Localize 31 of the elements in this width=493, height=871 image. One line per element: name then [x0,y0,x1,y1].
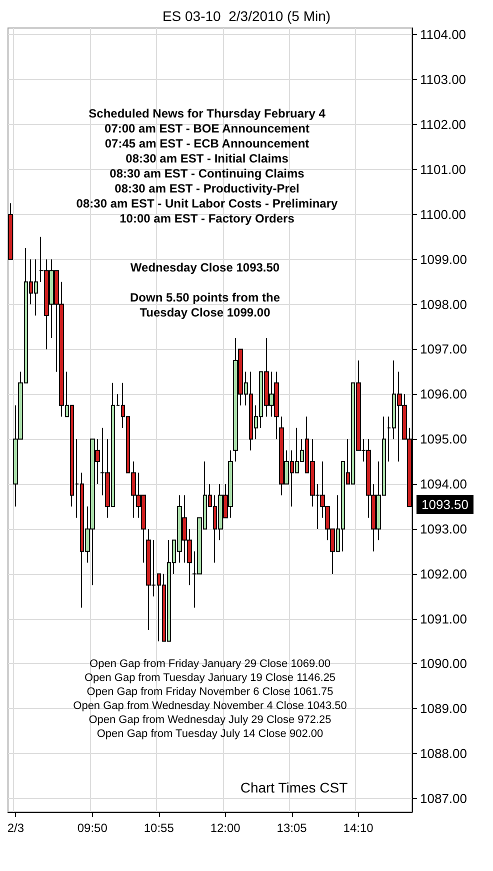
y-tick-label: 1093.00 [420,521,467,536]
candlestick [8,202,13,260]
x-tick-label: 13:05 [276,821,308,835]
chart-title: ES 03-10 2/3/2010 (5 Min) [162,8,331,24]
y-tick-label: 1103.00 [420,72,466,88]
y-tick-label: 1092.00 [420,566,467,582]
x-tick-label: 10:55 [144,821,174,835]
text: 1093.50 [422,497,468,512]
text: Wednesday Close 1093.50 Down 5.50 points from the Tuesday Close 1099.00 [130,260,280,320]
y-tick-label: 1102.00 [420,117,466,132]
x-tick-label: 2/3 [7,821,24,835]
y-tick-label: 1099.00 [420,252,467,267]
y-tick-label: 1100.00 [420,206,466,222]
y-tick-label: 1088.00 [420,746,467,762]
y-tick-label: 1098.00 [420,296,467,312]
y-tick-label: 1096.00 [420,386,467,402]
y-tick-label: 1090.00 [420,656,467,672]
y-tick-label: 1094.00 [420,476,467,492]
y-tick-label: 1104.00 [420,27,466,42]
y-tick-label: 1097.00 [420,342,467,357]
y-tick-label: 1087.00 [420,791,467,806]
annotation: Chart Times CST [240,780,348,796]
y-tick-label: 1095.00 [420,432,467,447]
annotation: Scheduled News for Thursday February 4 07:00 am EST - BOE Announcement 07:45 am EST - ECB Announcement 08:30 am EST - Initial Claims 08:30 am EST - Continuing Claims 08:30 am EST - Productivity-Prel 08:30 am EST - Unit Labor Costs - Preliminary 10:00 am EST - Factory Orders [76,106,338,226]
y-tick-label: 1101.00 [420,162,466,178]
x-tick-label: 14:10 [343,821,374,835]
y-tick-label: 1091.00 [420,611,467,626]
annotation: Open Gap from Friday January 29 Close 1069.00 Open Gap from Tuesday January 19 Close 1146.25 Open Gap from Friday November 6 Close 1061.75 Open Gap from Wednesday November 4 Close 1043.50 Open Gap from Wednesday July 29 Close 972.25 Open Gap from Tuesday July 14 Close 902.00 [73,658,347,740]
x-tick-label: 12:00 [210,821,241,835]
y-tick-label: 1089.00 [420,701,467,716]
x-tick-label: 09:50 [77,821,108,835]
